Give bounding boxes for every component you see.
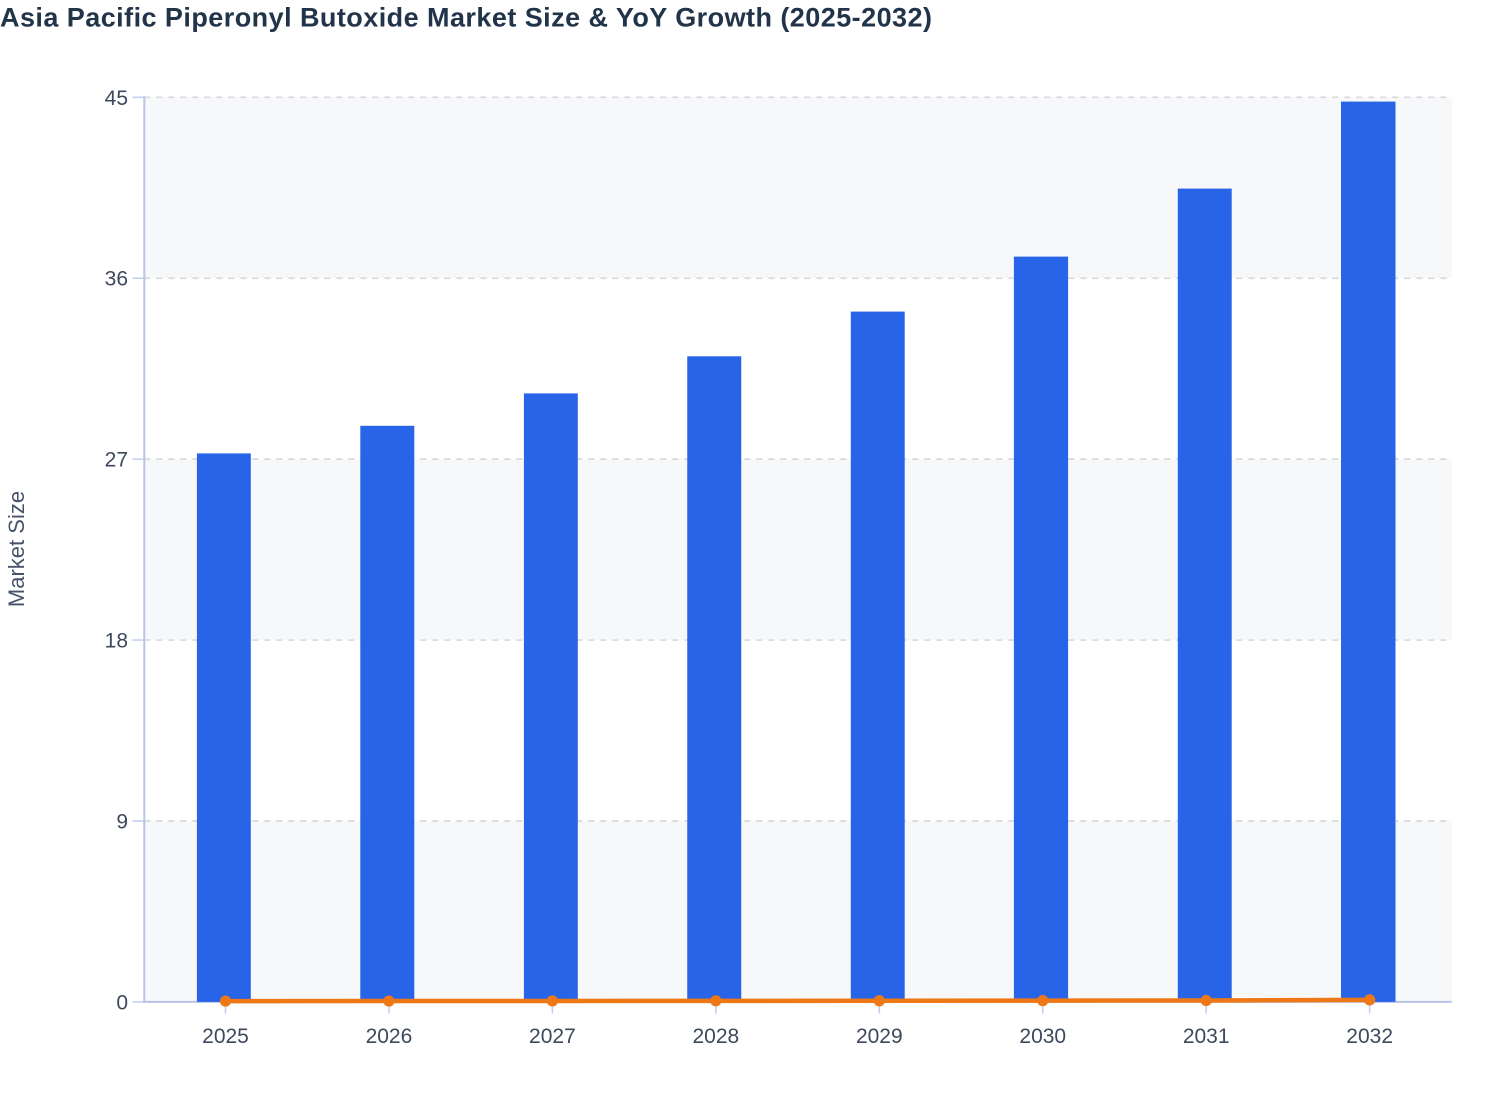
svg-text:Market Size: Market Size	[4, 491, 29, 607]
svg-text:2027: 2027	[529, 1025, 576, 1048]
svg-text:2026: 2026	[366, 1025, 413, 1048]
svg-text:2029: 2029	[856, 1025, 903, 1048]
svg-text:27: 27	[105, 449, 128, 472]
svg-text:9: 9	[116, 811, 128, 834]
svg-text:2031: 2031	[1183, 1025, 1230, 1048]
svg-text:2030: 2030	[1019, 1025, 1066, 1048]
svg-text:45: 45	[105, 87, 128, 110]
svg-text:2028: 2028	[692, 1025, 739, 1048]
svg-text:18: 18	[105, 630, 128, 653]
svg-text:0: 0	[116, 991, 128, 1014]
svg-text:2032: 2032	[1346, 1025, 1393, 1048]
svg-text:36: 36	[105, 268, 128, 291]
svg-text:Asia Pacific Piperonyl Butoxid: Asia Pacific Piperonyl Butoxide Market S…	[0, 3, 932, 33]
svg-text:2025: 2025	[202, 1025, 249, 1048]
